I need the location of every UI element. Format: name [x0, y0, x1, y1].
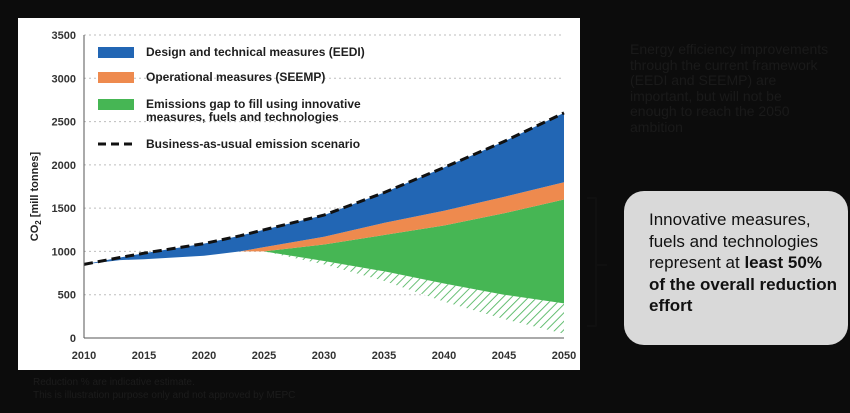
x-tick-label: 2035 [372, 350, 396, 362]
y-tick-label: 3000 [52, 73, 76, 85]
x-tick-label: 2045 [492, 350, 516, 362]
y-axis-label-main: CO [29, 224, 41, 241]
y-tick-label: 0 [70, 333, 76, 345]
legend-swatch [98, 72, 134, 83]
hatched-reduction-area [84, 251, 564, 334]
legend-label: Operational measures (SEEMP) [146, 70, 325, 84]
callout-text: Innovative measures, fuels and technolog… [649, 210, 819, 272]
y-tick-label: 1500 [52, 203, 76, 215]
x-tick-label: 2015 [132, 350, 156, 362]
y-tick-label: 1000 [52, 246, 76, 258]
legend-swatch [98, 47, 134, 58]
callout-box: Innovative measures, fuels and technolog… [624, 191, 848, 345]
y-axis-label-unit: [mill tonnes] [29, 151, 41, 220]
y-tick-label: 500 [58, 290, 76, 302]
footnote-line-2: This is illustration purpose only and no… [33, 389, 296, 401]
side-annotation-text: Energy efficiency improvements through t… [630, 41, 829, 135]
x-tick-label: 2010 [72, 350, 96, 362]
emissions-gap-area [84, 199, 564, 304]
bau-line [83, 111, 565, 266]
y-tick-label: 2000 [52, 160, 76, 172]
x-tick-label: 2050 [552, 350, 576, 362]
x-tick-label: 2040 [432, 350, 456, 362]
y-axis-label: CO2 [mill tonnes] [29, 151, 43, 241]
chart-panel: 0 500 1000 1500 2000 2500 3000 3500 2010 2015 2020… [18, 18, 580, 370]
legend-label: Design and technical measures (EEDI) [146, 45, 365, 59]
y-tick-label: 2500 [52, 117, 76, 129]
x-tick-label: 2030 [312, 350, 336, 362]
callout-bold-text: least 50% of the overall reduction effor… [649, 253, 837, 315]
footnote: Reduction % are indicative estimate. Thi… [33, 377, 295, 402]
y-axis-label-sub: 2 [34, 220, 43, 225]
x-tick-label: 2020 [192, 350, 216, 362]
legend-swatch [98, 99, 134, 110]
legend-label: Business-as-usual emission scenario [146, 137, 360, 151]
eedi-area [84, 112, 564, 265]
x-tick-label: 2025 [252, 350, 276, 362]
y-tick-label: 3500 [52, 30, 76, 42]
footnote-line-1: Reduction % are indicative estimate. [33, 377, 195, 388]
legend-label: measures, fuels and technologies [146, 110, 339, 124]
bracket [587, 197, 607, 327]
legend-label: Emissions gap to fill using innovative [146, 97, 361, 111]
emissions-chart: 0 500 1000 1500 2000 2500 3000 3500 2010 2015 2020… [29, 30, 576, 362]
